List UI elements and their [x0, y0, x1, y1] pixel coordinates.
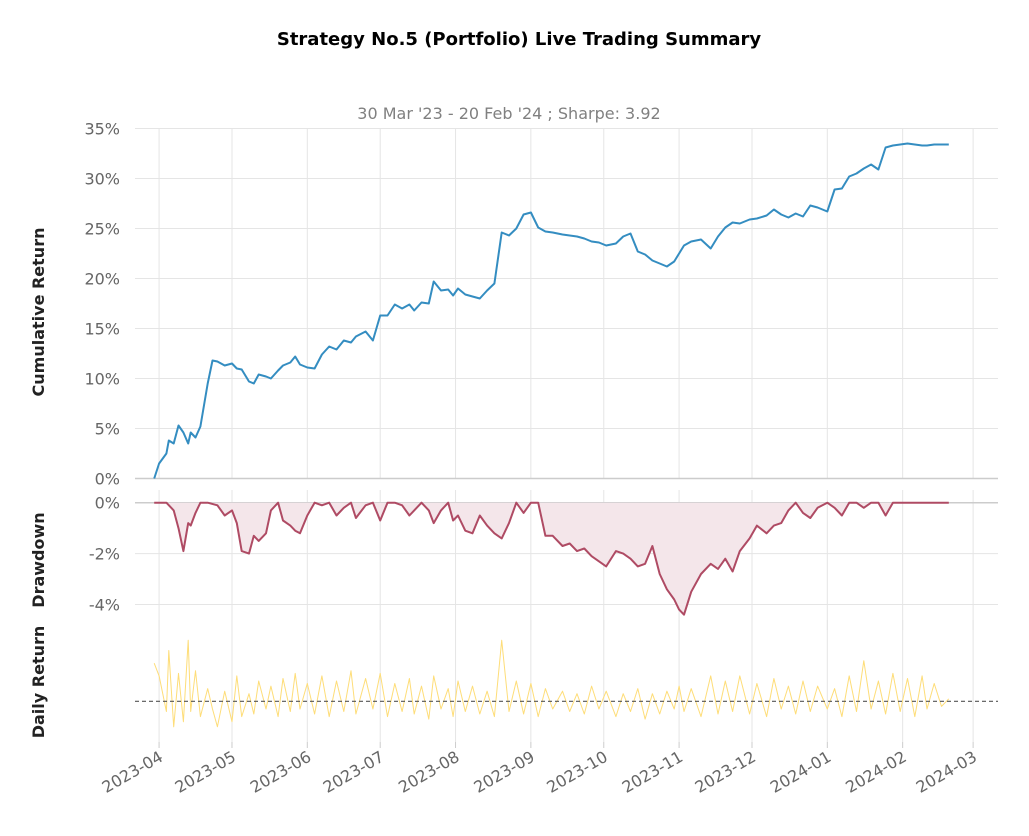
daily-return-line	[153, 639, 950, 728]
drawdown-panel: 0% -2% -4%	[89, 490, 998, 630]
daily-return-panel	[135, 620, 998, 742]
y-tick-label: 30%	[84, 170, 120, 189]
y-tick-label: 20%	[84, 270, 120, 289]
cumulative-return-line	[153, 142, 949, 479]
x-tick-label: 2023-07	[320, 747, 387, 797]
y-tick-label: 5%	[95, 420, 120, 439]
y-tick-label: 15%	[84, 320, 120, 339]
cumulative-return-ylabel: Cumulative Return	[29, 228, 48, 397]
y-tick-label: 10%	[84, 370, 120, 389]
y-tick-label: -4%	[89, 596, 120, 615]
x-tick-label: 2023-04	[99, 747, 166, 797]
chart-title: Strategy No.5 (Portfolio) Live Trading S…	[277, 29, 762, 50]
drawdown-line	[154, 501, 949, 616]
x-tick-label: 2023-11	[619, 747, 686, 797]
x-tick-label: 2023-05	[172, 747, 239, 797]
x-tick-label: 2024-03	[913, 747, 980, 797]
y-tick-label: -2%	[89, 545, 120, 564]
y-tick-label: 0%	[95, 494, 120, 513]
x-tick-label: 2023-06	[247, 747, 314, 797]
x-axis: 2023-04 2023-05 2023-06 2023-07 2023-08 2023-…	[99, 742, 980, 797]
y-tick-label: 0%	[95, 470, 120, 489]
x-tick-label: 2024-01	[767, 747, 834, 797]
x-tick-label: 2023-08	[395, 747, 462, 797]
chart-subtitle: 30 Mar '23 - 20 Feb '24 ; Sharpe: 3.92	[357, 104, 660, 123]
x-tick-label: 2024-02	[842, 747, 909, 797]
drawdown-area	[154, 502, 949, 615]
y-tick-label: 35%	[84, 120, 120, 139]
cumulative-return-panel: 0% 5% 10% 15% 20% 25% 30% 35%	[84, 120, 998, 489]
x-tick-label: 2023-10	[543, 747, 610, 797]
drawdown-ylabel: Drawdown	[29, 512, 48, 607]
y-tick-label: 25%	[84, 220, 120, 239]
x-tick-label: 2023-09	[470, 747, 537, 797]
daily-return-ylabel: Daily Return	[29, 626, 48, 739]
x-tick-label: 2023-12	[692, 747, 759, 797]
